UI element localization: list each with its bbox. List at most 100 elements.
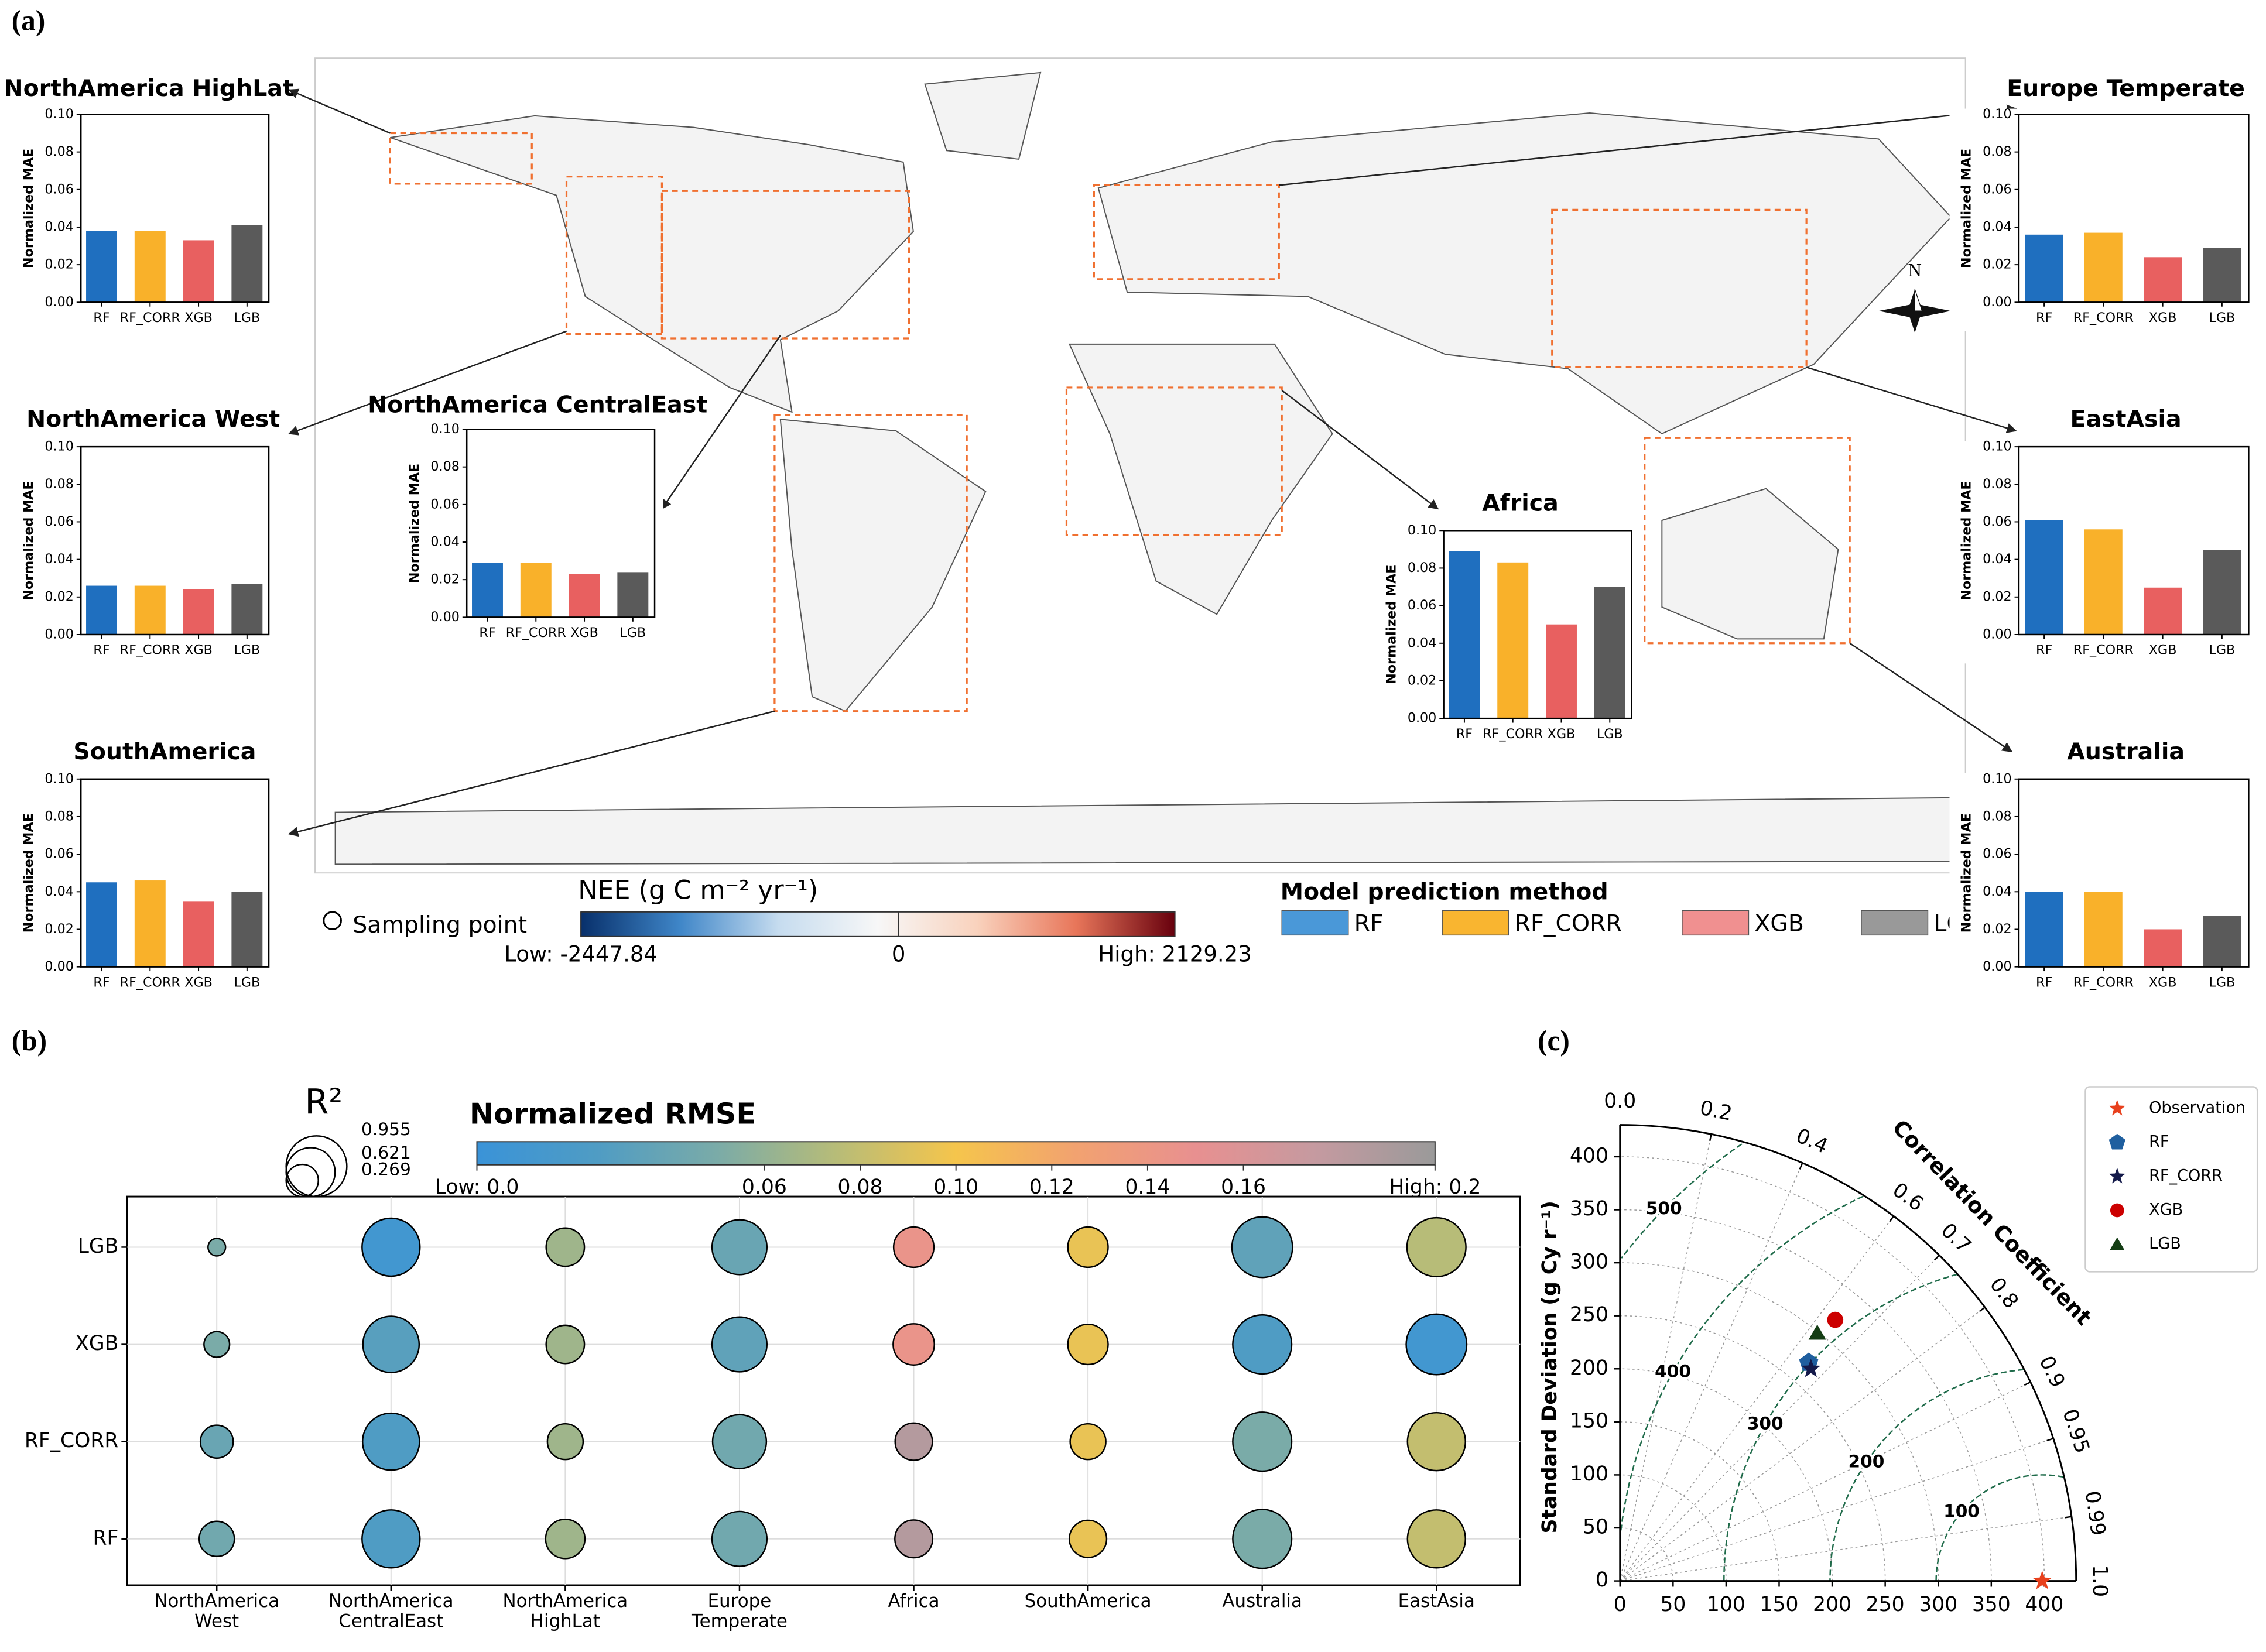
bar [2025,892,2063,967]
land [1097,112,1952,435]
bar [134,231,166,303]
correlation-tick-label: 0.2 [1698,1096,1734,1126]
bubble [207,1238,227,1257]
colorbar-tick-label: Low: -2447.84 [504,941,658,966]
y-tick-label: 0.06 [1983,181,2011,197]
rms-contour-label: 100 [1943,1501,1980,1521]
region-box [389,132,533,185]
correlation-tick-label: 0.99 [2080,1489,2110,1537]
panel-label: (b) [12,1024,47,1057]
x-tick-label: SouthAmerica [1024,1591,1152,1612]
size-legend-circle [285,1163,319,1198]
correlation-tick [2065,1516,2072,1519]
x-tick-label: NorthAmerica HighLat [502,1591,628,1632]
rms-contour-label: 300 [1747,1413,1784,1433]
y-tick-label: RF [93,1526,118,1550]
y-tick-label: 0.04 [1983,884,2011,899]
x-tick-label: RF [2036,975,2052,990]
correlation-axis-label: Correlation Coefficient [1888,1115,2097,1330]
bar [617,572,649,618]
colorbar-tick-label: High: 2129.23 [1098,941,1251,966]
legend-swatch [1281,910,1349,936]
chart-title: Australia [2067,738,2185,765]
y-tick-label: 0.06 [45,846,73,862]
bar [1546,624,1577,719]
colorbar-tick-label: 0.08 [838,1175,883,1199]
bubble [1406,1411,1466,1472]
plot-frame [2018,114,2250,303]
x-tick-label-box: NorthAmerica CentralEast [328,1591,454,1632]
chart-title: EastAsia [2070,406,2182,433]
legend-marker [2108,1099,2125,1116]
rms-contour [1829,1369,2024,1581]
correlation-line [1620,1516,2072,1582]
legend-label: LGB [2149,1235,2181,1253]
bubble [711,1219,768,1276]
x-tick-label: 0 [1614,1593,1627,1616]
x-tick-label: LGB [234,975,260,990]
plot-frame [465,429,656,618]
x-tick-label: RF [479,625,495,640]
compass-label: N [1908,259,1922,280]
legend-label: RF [1354,910,1384,937]
y-tick-label: 300 [1570,1250,1608,1274]
x-tick-label: XGB [184,643,213,658]
chart-title: Europe Temperate [2007,75,2245,102]
bubble [1069,1519,1108,1558]
bar [2144,929,2182,967]
size-legend-label: 0.269 [361,1159,411,1179]
y-tick-label: 0.02 [430,572,459,587]
y-tick-label: 350 [1570,1197,1608,1221]
x-tick-label: Australia [1222,1591,1302,1612]
x-tick-label: RF [93,975,109,990]
x-tick-label: XGB [1548,726,1576,742]
y-tick-label: 0.10 [1983,439,2011,454]
y-axis-label: Normalized MAE [21,813,36,933]
marker [1801,1359,1821,1377]
x-tick-label: LGB [2209,310,2235,325]
bubble [711,1414,768,1469]
bar [2084,529,2123,635]
legend-marker [2109,1237,2125,1250]
y-tick-label: 0.02 [1983,921,2011,937]
y-axis-label: Normalized MAE [1959,481,1974,600]
x-tick-label: RF_CORR [2073,310,2134,325]
x-tick-label: Europe Temperate [691,1591,788,1632]
correlation-tick-label: 1.0 [2088,1565,2111,1597]
y-tick-label: 0.02 [45,257,73,272]
bar [2084,892,2123,967]
bar [134,585,166,635]
y-tick-label: 0.10 [45,107,73,122]
chart-title: Africa [1482,489,1559,516]
plot-frame [80,114,270,303]
correlation-line [1620,1255,1940,1582]
colorbar [580,911,1176,937]
legend-box [2084,1086,2258,1273]
bar [2025,520,2063,635]
x-tick-label: LGB [619,625,646,640]
x-tick-label-box: SouthAmerica [1024,1591,1152,1612]
bar [2144,587,2182,635]
world-map: N [287,57,2017,874]
arrow [287,710,775,837]
colorbar-tick-label: 0.16 [1221,1175,1266,1199]
y-tick-label: 0.10 [1983,771,2011,786]
bubble [1232,1509,1293,1569]
x-tick-label-box: EastAsia [1398,1591,1475,1610]
x-tick-label: LGB [2209,975,2235,990]
rms-contour-label: 200 [1848,1451,1884,1471]
bubble [894,1519,934,1559]
rms-contour [1935,1474,2064,1581]
x-tick-label: LGB [2209,643,2235,658]
bubble [892,1226,935,1269]
x-tick-label: NorthAmerica CentralEast [328,1591,454,1632]
y-axis-label: Normalized MAE [1384,565,1399,684]
land [1068,343,1333,615]
bubble [1069,1423,1107,1461]
bar [231,225,263,303]
x-tick-label: 200 [1813,1593,1851,1616]
x-tick-label: Africa [888,1591,940,1612]
bar [183,240,214,303]
x-tick-label: RF [93,643,109,658]
